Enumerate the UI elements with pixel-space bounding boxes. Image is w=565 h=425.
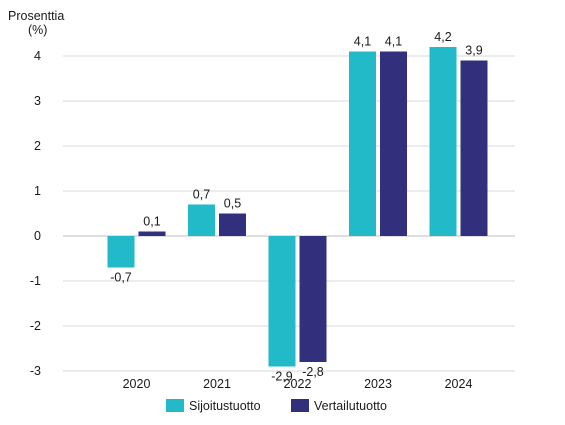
y-tick-label: -1 (30, 274, 41, 288)
y-tick-label: -2 (30, 319, 41, 333)
bar (380, 51, 407, 236)
bar (107, 236, 135, 268)
x-tick-label: 2024 (445, 377, 473, 391)
data-label: 4,1 (354, 35, 371, 49)
bar (188, 204, 215, 236)
y-tick-label: 1 (34, 184, 41, 198)
legend-swatch (291, 399, 309, 412)
data-label: 3,9 (465, 44, 482, 58)
legend-label: Sijoitustuotto (189, 399, 261, 413)
data-label: -2,8 (302, 365, 324, 379)
y-tick-label: 2 (34, 139, 41, 153)
data-label: 4,2 (434, 30, 451, 44)
bar (138, 231, 166, 236)
y-tick-label: -3 (30, 364, 41, 378)
x-tick-label: 2021 (203, 377, 231, 391)
bar (219, 213, 246, 236)
bar (268, 236, 296, 367)
y-tick-label: 4 (34, 49, 41, 63)
bar (429, 47, 457, 236)
y-axis-title-line1: Prosenttia (8, 9, 64, 23)
y-axis-title-line2: (%) (28, 23, 47, 37)
legend: Sijoitustuotto Vertailutuotto (166, 399, 387, 413)
x-tick-label: 2020 (123, 377, 151, 391)
legend-label: Vertailutuotto (314, 399, 387, 413)
bar (349, 51, 376, 236)
x-tick-label: 2023 (364, 377, 392, 391)
bar (460, 60, 488, 236)
data-label: 0,1 (143, 215, 160, 229)
y-tick-label: 3 (34, 94, 41, 108)
bar (299, 236, 327, 362)
data-label: 0,5 (224, 197, 241, 211)
data-label: -2,9 (271, 370, 293, 384)
legend-swatch (166, 399, 184, 412)
x-tick-label: 2022 (284, 377, 312, 391)
data-label: -0,7 (110, 271, 132, 285)
data-label: 0,7 (193, 188, 210, 202)
data-label: 4,1 (385, 35, 402, 49)
y-tick-label: 0 (34, 229, 41, 243)
